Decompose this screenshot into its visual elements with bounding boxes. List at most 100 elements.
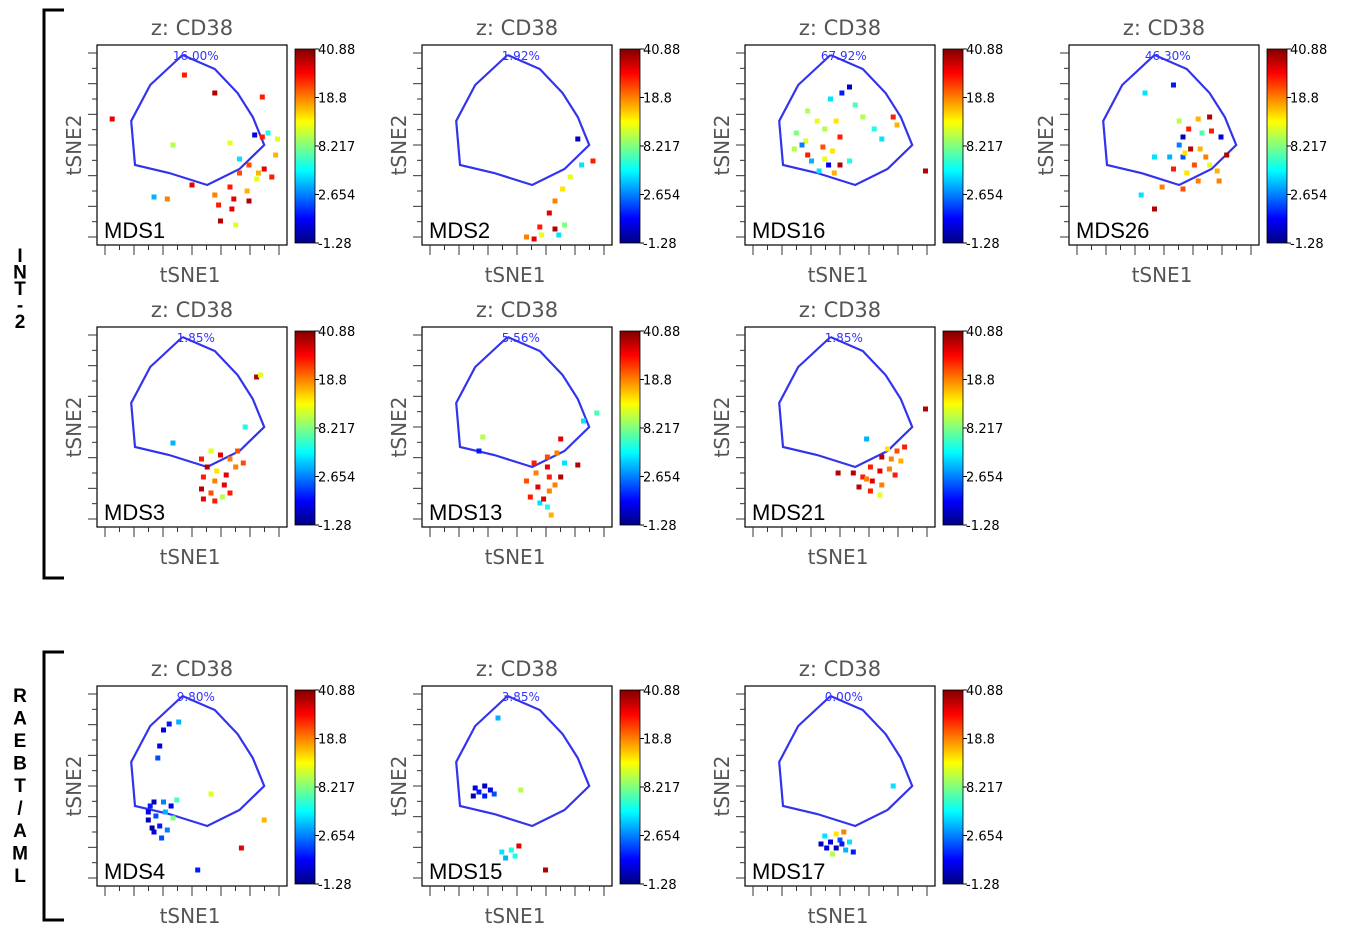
scatter-point: [1203, 154, 1209, 160]
gate-percent: 0.00%: [825, 690, 863, 704]
y-axis-label: tSNE2: [710, 115, 734, 176]
scatter-point: [269, 174, 275, 180]
scatter-point: [837, 134, 843, 140]
scatter-point: [818, 841, 824, 847]
scatter-point: [867, 488, 873, 494]
scatter-panel-mds15: z: CD38 3.85% MDS15 tSNE1 tSNE2 40.88 18.8 8.21…: [387, 657, 680, 928]
scatter-point: [170, 440, 176, 446]
x-axis-label: tSNE1: [808, 904, 869, 928]
scatter-panel-mds3: z: CD38 1.85% MDS3 tSNE1 tSNE2 40.88 18.8 8.217…: [62, 298, 355, 569]
scatter-point: [850, 849, 856, 855]
scatter-point: [847, 158, 852, 164]
y-axis-label: tSNE2: [387, 115, 411, 176]
scatter-point: [850, 470, 856, 476]
group-label-char: T: [14, 279, 26, 300]
scatter-point: [1214, 168, 1220, 174]
group-label-char: /: [17, 799, 23, 820]
gate-polygon: [130, 694, 266, 828]
colorbar-tick-label: 2.654: [643, 830, 680, 845]
x-axis-label: tSNE1: [808, 545, 869, 569]
scatter-point: [1176, 118, 1182, 124]
scatter-point: [847, 839, 852, 845]
plot-frame: [744, 685, 936, 887]
scatter-point: [552, 226, 558, 232]
scatter-point: [223, 472, 229, 478]
scatter-point: [829, 851, 835, 857]
scatter-point: [1224, 152, 1230, 158]
scatter-point: [227, 490, 233, 496]
scatter-point: [828, 839, 833, 845]
scatter-point: [1152, 206, 1157, 212]
scatter-point: [1207, 162, 1213, 168]
scatter-points: [524, 136, 596, 242]
scatter-point: [867, 464, 873, 470]
scatter-point: [562, 222, 567, 228]
plot-frame: [744, 326, 936, 528]
group-label-char: 2: [15, 312, 26, 333]
scatter-point: [805, 152, 811, 158]
y-axis-label: tSNE2: [62, 397, 86, 458]
scatter-point: [256, 170, 261, 176]
scatter-point: [575, 136, 581, 142]
scatter-point: [218, 218, 223, 224]
scatter-point: [145, 817, 151, 823]
scatter-point: [499, 849, 505, 855]
scatter-point: [237, 156, 242, 162]
scatter-point: [231, 196, 237, 202]
scatter-panel-mds4: z: CD38 9.80% MDS4 tSNE1 tSNE2 40.88 18.8 8.217…: [62, 657, 355, 928]
scatter-point: [208, 490, 214, 496]
scatter-point: [793, 130, 799, 136]
scatter-point: [147, 803, 153, 809]
plot-frame: [744, 44, 936, 246]
scatter-point: [161, 799, 166, 805]
scatter-point: [227, 184, 233, 190]
panel-title: z: CD38: [476, 657, 558, 681]
colorbar-tick-label: 18.8: [318, 374, 347, 389]
scatter-point: [871, 126, 877, 132]
gate-polygon: [455, 53, 591, 187]
y-axis-label: tSNE2: [710, 397, 734, 458]
scatter-point: [877, 468, 883, 474]
scatter-point: [833, 845, 839, 851]
scatter-point: [885, 446, 890, 452]
plot-frame: [96, 685, 288, 887]
scatter-point: [543, 867, 548, 873]
scatter-point: [814, 118, 820, 124]
scatter-point: [200, 496, 206, 502]
scatter-point: [1199, 130, 1205, 136]
scatter-point: [166, 721, 172, 727]
colorbar-tick-label: -1.28: [966, 237, 1000, 252]
scatter-point: [212, 478, 218, 484]
scatter-point: [524, 478, 529, 484]
scatter-point: [831, 170, 837, 176]
scatter-point: [898, 458, 904, 464]
scatter-point: [199, 486, 204, 492]
scatter-point: [1207, 114, 1213, 120]
scatter-point: [864, 476, 870, 482]
x-axis-label: tSNE1: [808, 263, 869, 287]
scatter-point: [552, 198, 558, 204]
scatter-point: [168, 803, 174, 809]
scatter-panel-mds17: z: CD38 0.00% MDS17 tSNE1 tSNE2 40.88 18.8 8.21…: [710, 657, 1003, 928]
gate-percent: 16.00%: [173, 49, 219, 63]
scatter-point: [822, 833, 828, 839]
colorbar-tick-label: 8.217: [318, 140, 355, 155]
gate-polygon: [455, 694, 591, 828]
group-label-char: N: [13, 263, 27, 284]
scatter-point: [254, 176, 260, 182]
sample-label: MDS26: [1076, 218, 1149, 243]
scatter-points: [109, 72, 280, 228]
scatter-point: [237, 170, 242, 176]
scatter-point: [1180, 134, 1186, 140]
colorbar: [1266, 48, 1288, 244]
scatter-point: [839, 90, 845, 96]
scatter-point: [164, 827, 170, 833]
colorbar-tick-label: 2.654: [966, 830, 1003, 845]
scatter-point: [833, 118, 839, 124]
scatter-point: [233, 222, 239, 228]
gate-polygon: [778, 53, 914, 187]
scatter-point: [841, 829, 847, 835]
gate-percent: 1.85%: [177, 331, 215, 345]
scatter-point: [227, 456, 233, 462]
